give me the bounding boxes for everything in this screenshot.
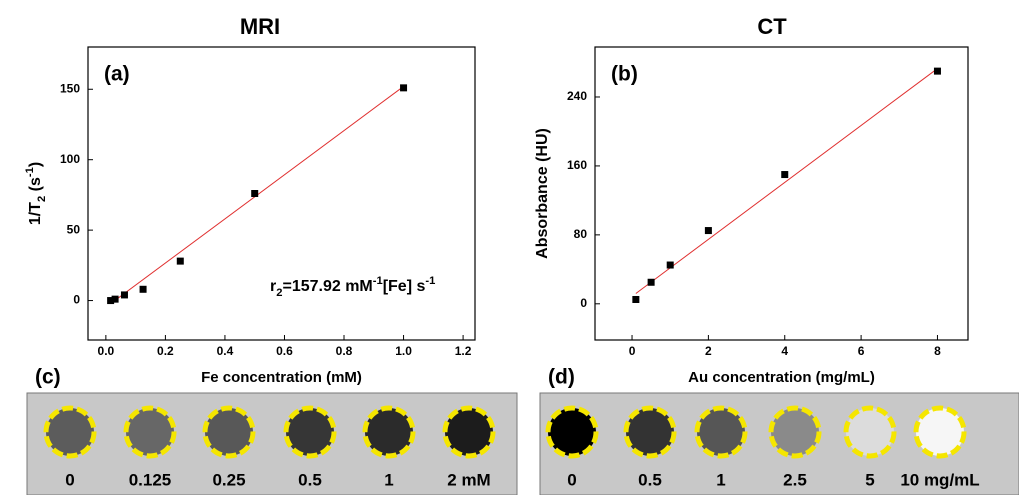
y-axis-label: 1/T2 (s-1) [24, 162, 48, 225]
phantom [445, 408, 493, 456]
text-part: Absorbance (HU) [534, 128, 551, 259]
text-part: -1 [24, 167, 36, 177]
phantom [205, 408, 253, 456]
y-tick-label: 150 [60, 81, 80, 95]
x-tick-label: 2 [705, 344, 712, 358]
text-part: ) [27, 162, 44, 167]
x-tick-label: 4 [781, 344, 788, 358]
text-part: [Fe] s [383, 278, 426, 295]
y-tick-label: 0 [580, 296, 587, 310]
point [177, 258, 184, 265]
panel-label: (a) [104, 63, 130, 86]
phantom-label: 0 [65, 470, 74, 489]
point [400, 84, 407, 91]
phantom [846, 408, 894, 456]
point [112, 296, 119, 303]
y-tick-label: 160 [567, 158, 587, 172]
phantom-label: 10 mg/mL [900, 470, 979, 489]
x-tick-label: 1.2 [455, 344, 472, 358]
point [121, 291, 128, 298]
phantom [548, 408, 596, 456]
figure: MRI(a)0.00.20.40.60.81.01.2050100150Fe c… [0, 0, 1019, 495]
text-part: -1 [425, 275, 435, 287]
phantom-label: 0.5 [638, 470, 662, 489]
point [934, 68, 941, 75]
phantom-label: 1 [716, 470, 725, 489]
x-tick-label: 1.0 [395, 344, 412, 358]
point [667, 262, 674, 269]
point [648, 279, 655, 286]
x-tick-label: 0.8 [336, 344, 353, 358]
phantom [771, 408, 819, 456]
annotation: r2=157.92 mM-1[Fe] s-1 [270, 275, 435, 299]
phantom-label: 0.125 [129, 470, 172, 489]
phantom [626, 408, 674, 456]
text-part: 1/T [27, 202, 44, 225]
panel-label: (c) [35, 366, 61, 389]
phantom-label: 0.25 [212, 470, 245, 489]
point [251, 190, 258, 197]
phantom-panel [27, 393, 517, 495]
phantom [46, 408, 94, 456]
phantom-label: 0 [567, 470, 576, 489]
phantom-label: 1 [384, 470, 393, 489]
x-tick-label: 0.0 [98, 344, 115, 358]
y-axis-label: Absorbance (HU) [534, 128, 551, 259]
panel-label: (d) [548, 366, 575, 389]
x-tick-label: 0.2 [157, 344, 174, 358]
phantom-label: 0.5 [298, 470, 322, 489]
phantom [126, 408, 174, 456]
y-tick-label: 80 [574, 227, 588, 241]
text-part: =157.92 mM [282, 278, 372, 295]
point [140, 286, 147, 293]
x-axis-label: Au concentration (mg/mL) [688, 369, 875, 386]
x-tick-label: 6 [858, 344, 865, 358]
x-tick-label: 8 [934, 344, 941, 358]
text-part: (s [27, 177, 44, 196]
y-tick-label: 0 [73, 293, 80, 307]
y-tick-label: 100 [60, 152, 80, 166]
y-tick-label: 50 [67, 222, 81, 236]
phantom-label: 2.5 [783, 470, 807, 489]
phantom [916, 408, 964, 456]
point [781, 171, 788, 178]
phantom [365, 408, 413, 456]
x-tick-label: 0 [629, 344, 636, 358]
phantom-label: 2 mM [447, 470, 490, 489]
plot-frame [595, 47, 968, 340]
chart-title: CT [757, 14, 787, 39]
phantom-label: 5 [865, 470, 874, 489]
text-part: -1 [373, 275, 383, 287]
panel-label: (b) [611, 63, 638, 86]
fit-line [636, 69, 938, 294]
fit-line [115, 86, 404, 300]
x-axis-label: Fe concentration (mM) [201, 369, 362, 386]
chart-title: MRI [240, 14, 280, 39]
point [705, 227, 712, 234]
point [632, 296, 639, 303]
x-tick-label: 0.6 [276, 344, 293, 358]
x-tick-label: 0.4 [217, 344, 234, 358]
phantom [697, 408, 745, 456]
phantom [286, 408, 334, 456]
y-tick-label: 240 [567, 89, 587, 103]
